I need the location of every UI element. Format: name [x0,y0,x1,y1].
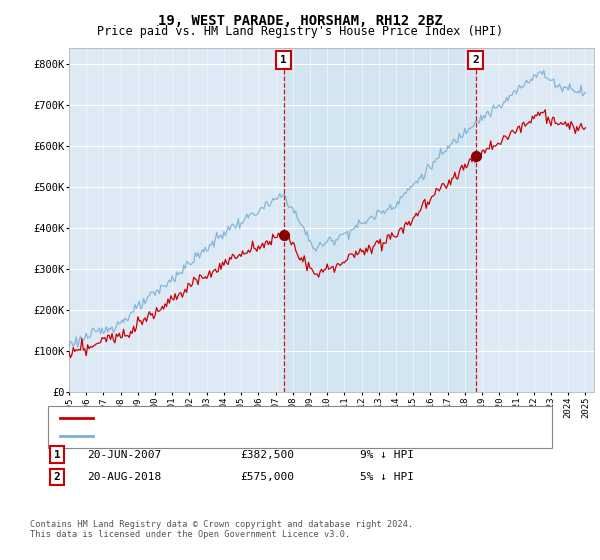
Text: £382,500: £382,500 [240,450,294,460]
Text: £575,000: £575,000 [240,472,294,482]
Text: 9% ↓ HPI: 9% ↓ HPI [360,450,414,460]
Text: 2: 2 [53,472,61,482]
Text: 1: 1 [280,55,287,65]
Text: Contains HM Land Registry data © Crown copyright and database right 2024.
This d: Contains HM Land Registry data © Crown c… [30,520,413,539]
Text: 19, WEST PARADE, HORSHAM, RH12 2BZ: 19, WEST PARADE, HORSHAM, RH12 2BZ [158,14,442,28]
Text: 20-JUN-2007: 20-JUN-2007 [87,450,161,460]
Text: 19, WEST PARADE, HORSHAM, RH12 2BZ (detached house): 19, WEST PARADE, HORSHAM, RH12 2BZ (deta… [98,413,416,423]
Text: 2: 2 [472,55,479,65]
Text: 20-AUG-2018: 20-AUG-2018 [87,472,161,482]
Text: 5% ↓ HPI: 5% ↓ HPI [360,472,414,482]
Text: HPI: Average price, detached house, Horsham: HPI: Average price, detached house, Hors… [98,431,367,441]
Text: Price paid vs. HM Land Registry's House Price Index (HPI): Price paid vs. HM Land Registry's House … [97,25,503,38]
Bar [284,48,476,392]
Text: 1: 1 [53,450,61,460]
